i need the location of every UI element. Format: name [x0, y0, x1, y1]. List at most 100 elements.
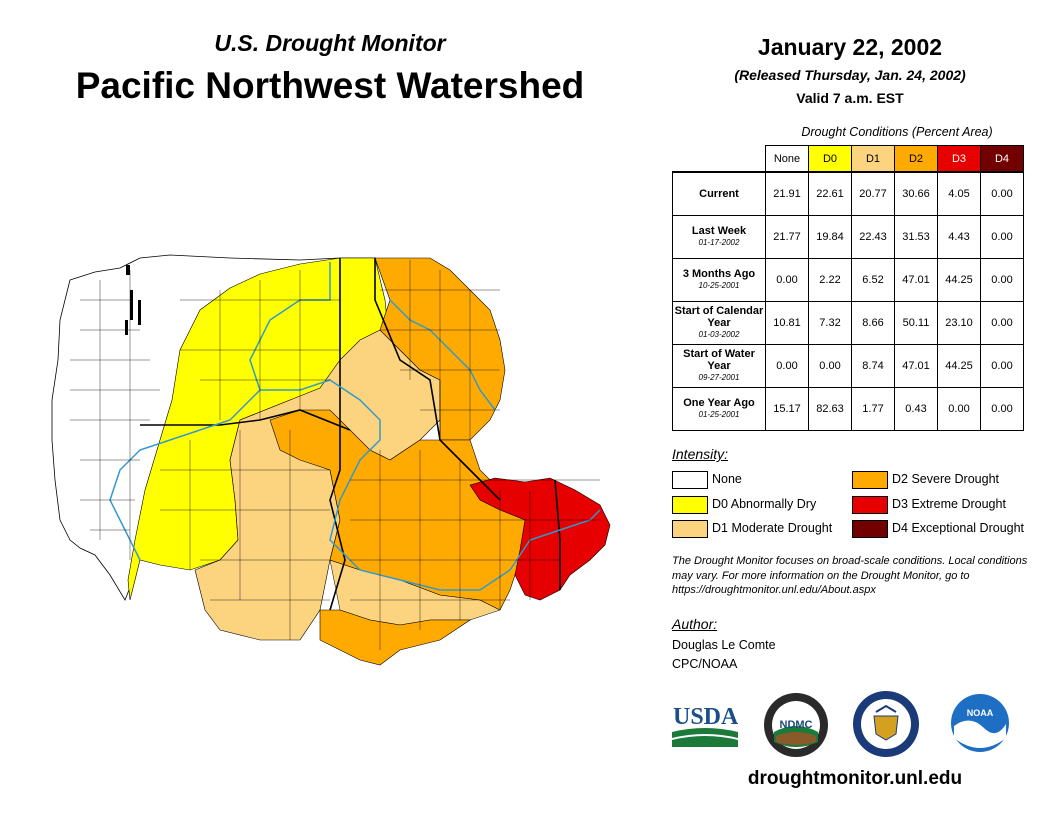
table-row: 3 Months Ago 10-25-2001 0.00 2.22 6.52 47… [672, 258, 1024, 302]
row-date: 01-25-2001 [698, 410, 740, 419]
table-row: Start of Calendar Year 01-03-2002 10.81 7… [672, 301, 1024, 345]
cell-none: 21.91 [765, 171, 809, 216]
legend-label: D1 Moderate Drought [712, 521, 833, 535]
row-date: 01-03-2002 [698, 330, 740, 339]
row-label-text: Current [699, 188, 739, 200]
puget-sound-islands [125, 265, 141, 335]
map-date: January 22, 2002 [757, 34, 943, 60]
legend-swatch [852, 496, 888, 514]
cell-none: 15.17 [765, 387, 809, 431]
cell-d0: 22.61 [808, 171, 852, 216]
cell-none: 10.81 [765, 301, 809, 345]
table-row: Last Week 01-17-2002 21.77 19.84 22.43 31… [672, 215, 1024, 259]
noaa-logo: NOAA [951, 694, 1009, 752]
usda-logo: USDA [672, 704, 738, 747]
row-date: 01-17-2002 [698, 238, 740, 247]
cell-d4: 0.00 [980, 258, 1024, 302]
region-d2-south [319, 609, 471, 666]
state-boundary [329, 258, 346, 611]
row-date: 09-27-2001 [698, 373, 740, 382]
cell-none: 0.00 [765, 344, 809, 388]
noaa-logo-text: NOAA [967, 708, 994, 718]
cell-d3: 23.10 [937, 301, 981, 345]
table-header-row: None D0 D1 D2 D3 D4 [672, 145, 1024, 173]
legend-swatch [672, 471, 708, 489]
state-boundary [554, 479, 561, 590]
col-header-d3: D3 [937, 145, 981, 173]
cell-d3: 44.25 [937, 344, 981, 388]
legend-label: D2 Severe Drought [892, 472, 1000, 486]
row-label: Start of Calendar Year 01-03-2002 [672, 301, 766, 345]
cell-d1: 6.52 [851, 258, 895, 302]
river-snake [260, 379, 601, 591]
cell-d2: 31.53 [894, 215, 938, 259]
col-header-d2: D2 [894, 145, 938, 173]
legend-label: None [712, 472, 742, 486]
cell-d0: 7.32 [808, 301, 852, 345]
cell-d0: 82.63 [808, 387, 852, 431]
usda-logo-text: USDA [673, 704, 738, 730]
cell-d1: 1.77 [851, 387, 895, 431]
row-label: 3 Months Ago 10-25-2001 [672, 258, 766, 302]
author-org: CPC/NOAA [672, 657, 738, 671]
table-row: Start of Water Year 09-27-2001 0.00 0.00 … [672, 344, 1024, 388]
col-header-d4: D4 [980, 145, 1024, 173]
map-title: Pacific Northwest Watershed [75, 65, 585, 106]
cell-d3: 4.05 [937, 171, 981, 216]
row-label-text: Start of Calendar Year [674, 305, 764, 329]
row-label-text: 3 Months Ago [682, 268, 756, 280]
row-label-text: Last Week [691, 225, 747, 237]
row-label: Start of Water Year 09-27-2001 [672, 344, 766, 388]
cell-d4: 0.00 [980, 344, 1024, 388]
cell-d2: 0.43 [894, 387, 938, 431]
col-header-none: None [765, 145, 809, 173]
legend-label: D4 Exceptional Drought [892, 521, 1025, 535]
county-lines [70, 260, 600, 650]
row-date: 10-25-2001 [698, 281, 740, 290]
map-subtitle: U.S. Drought Monitor [214, 30, 446, 56]
author-name: Douglas Le Comte [672, 638, 776, 652]
cell-d4: 0.00 [980, 301, 1024, 345]
table-row: Current 21.91 22.61 20.77 30.66 4.05 0.0… [672, 171, 1024, 216]
cell-d4: 0.00 [980, 387, 1024, 431]
row-label: One Year Ago 01-25-2001 [672, 387, 766, 431]
cell-d3: 4.43 [937, 215, 981, 259]
drought-map [51, 254, 611, 666]
row-label-text: Start of Water Year [683, 348, 755, 372]
drought-statistics-table: None D0 D1 D2 D3 D4 Current 21.91 22.61 … [672, 145, 1024, 431]
cell-d1: 8.66 [851, 301, 895, 345]
ndmc-logo-text: NDMC [780, 719, 813, 731]
legend-label: D3 Extreme Drought [892, 497, 1006, 511]
cell-d0: 19.84 [808, 215, 852, 259]
legend-swatch [672, 496, 708, 514]
disclaimer-note: The Drought Monitor focuses on broad-sca… [672, 555, 1028, 596]
legend-title: Intensity: [672, 446, 729, 462]
legend-label: D0 Abnormally Dry [712, 497, 817, 511]
row-label-text: One Year Ago [683, 397, 755, 409]
cell-d0: 2.22 [808, 258, 852, 302]
author-label: Author: [672, 616, 718, 632]
cell-none: 21.77 [765, 215, 809, 259]
valid-time: Valid 7 a.m. EST [796, 90, 904, 106]
legend-swatch [852, 471, 888, 489]
legend-swatch [852, 520, 888, 538]
ndmc-logo: NDMC [764, 693, 828, 757]
table-row: One Year Ago 01-25-2001 15.17 82.63 1.77 … [672, 387, 1024, 431]
row-label: Last Week 01-17-2002 [672, 215, 766, 259]
cell-d4: 0.00 [980, 215, 1024, 259]
cell-d1: 8.74 [851, 344, 895, 388]
cell-d1: 20.77 [851, 171, 895, 216]
legend-swatch [672, 520, 708, 538]
state-boundary [374, 258, 501, 501]
table-corner [672, 145, 766, 172]
website-url[interactable]: droughtmonitor.unl.edu [747, 768, 963, 789]
col-header-d1: D1 [851, 145, 895, 173]
commerce-seal-logo [853, 691, 919, 757]
cell-d2: 47.01 [894, 258, 938, 302]
cell-d2: 30.66 [894, 171, 938, 216]
cell-none: 0.00 [765, 258, 809, 302]
release-date: (Released Thursday, Jan. 24, 2002) [734, 67, 966, 83]
col-header-d0: D0 [808, 145, 852, 173]
cell-d2: 47.01 [894, 344, 938, 388]
cell-d2: 50.11 [894, 301, 938, 345]
